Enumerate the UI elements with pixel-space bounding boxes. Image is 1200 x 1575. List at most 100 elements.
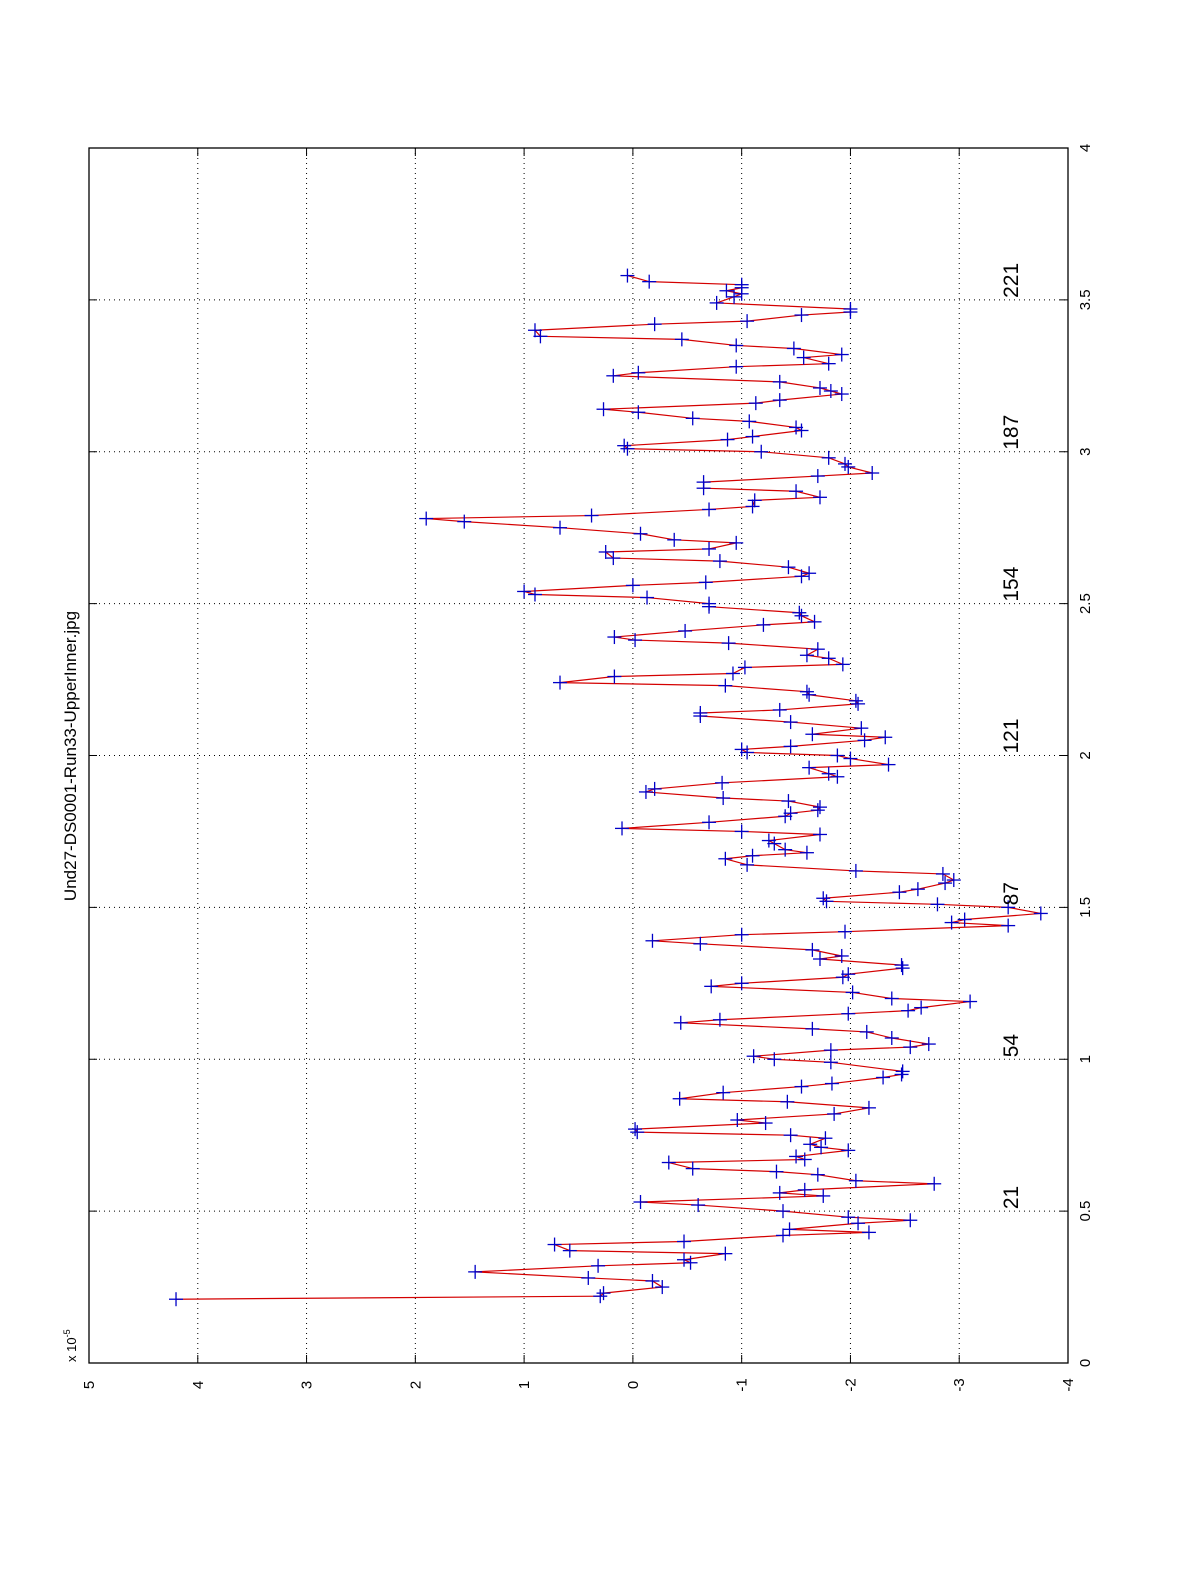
series-segment — [652, 934, 742, 942]
data-point — [642, 274, 657, 289]
series-segment — [917, 882, 946, 890]
data-point — [857, 733, 872, 748]
series-segment — [692, 417, 750, 422]
data-point — [712, 1012, 727, 1027]
data-point — [734, 824, 749, 839]
series-segment — [789, 1222, 859, 1230]
data-point — [892, 885, 907, 900]
tick-label-t: 4 — [1077, 144, 1094, 152]
tick-label-value: 0 — [625, 1381, 642, 1389]
series-segment — [534, 323, 655, 331]
data-point — [797, 1182, 812, 1197]
data-point — [716, 1085, 731, 1100]
series-segment — [705, 575, 802, 583]
data-point — [647, 317, 662, 332]
series-segment — [627, 448, 762, 453]
data-point — [823, 1043, 838, 1058]
data-point — [783, 806, 798, 821]
data-point — [816, 1188, 831, 1203]
data-point — [667, 532, 682, 547]
series-segment — [635, 639, 729, 644]
series-segment — [747, 864, 856, 872]
series-segment — [635, 1122, 766, 1130]
series-segment — [741, 976, 843, 984]
data-point — [756, 617, 771, 632]
series-segment — [614, 630, 686, 638]
data-point — [593, 1289, 608, 1304]
data-point — [821, 766, 836, 781]
data-point — [747, 493, 762, 508]
series-segment — [426, 514, 592, 520]
ticks: 5 4 3 2 1 0 -1 -2 -3 -400.511.522.533.54 — [81, 144, 1094, 1392]
data-point — [895, 1064, 910, 1079]
data-point — [517, 584, 532, 599]
data-point — [606, 551, 621, 566]
data-point — [802, 687, 817, 702]
data-point — [647, 781, 662, 796]
series-segment — [700, 943, 813, 951]
data-point — [672, 1091, 687, 1106]
series-segment — [768, 833, 821, 842]
data-point — [772, 393, 787, 408]
data-point — [778, 842, 793, 857]
data-point — [783, 1128, 798, 1143]
series-segment — [621, 827, 742, 833]
data-point — [843, 751, 858, 766]
data-point — [823, 384, 838, 398]
series-segment — [640, 1195, 824, 1203]
data-point — [596, 1286, 611, 1301]
series-segment — [652, 1280, 663, 1288]
series-segment — [761, 451, 829, 459]
data-point — [814, 1140, 829, 1155]
data-point — [786, 341, 801, 356]
series-segment — [747, 314, 802, 322]
data-point — [859, 1024, 874, 1039]
data-point — [730, 1113, 745, 1127]
data-point — [821, 651, 836, 666]
data-point — [1001, 900, 1016, 915]
data-point — [719, 283, 734, 298]
series-segment — [819, 958, 902, 966]
data-point — [745, 499, 760, 514]
series-segment — [559, 527, 641, 535]
data-point — [533, 329, 548, 344]
data-point — [807, 614, 822, 629]
data-point — [851, 696, 866, 711]
tick-label-value: 2 — [407, 1381, 424, 1389]
series-segment — [637, 1131, 791, 1136]
chart-title: Und27-DS0001-Run33-UpperInner.jpg — [61, 611, 80, 901]
data-point — [778, 809, 793, 824]
tick-label-value: 4 — [190, 1381, 207, 1389]
series-segment — [723, 1085, 802, 1094]
data-point — [794, 608, 809, 623]
data-point — [769, 1164, 784, 1179]
series-segment — [554, 1240, 685, 1246]
data-point — [772, 702, 787, 717]
series-segment — [804, 1183, 935, 1191]
data-point — [834, 948, 849, 963]
data-point — [693, 936, 708, 951]
data-point — [620, 268, 635, 283]
data-point — [691, 1198, 706, 1213]
annotation-label: 21 — [1000, 1186, 1023, 1209]
data-point — [796, 350, 811, 365]
tick-label-t: 1.5 — [1077, 897, 1094, 918]
annotation-label: 121 — [1000, 718, 1023, 753]
tick-label-t: 2 — [1077, 751, 1094, 759]
series-segment — [806, 648, 819, 656]
series-segment — [632, 581, 706, 586]
data-point — [527, 323, 542, 338]
series-segment — [534, 593, 648, 599]
series-segment — [605, 551, 614, 559]
data-point — [596, 402, 611, 417]
data-point — [776, 1228, 791, 1243]
series-segment — [809, 1137, 826, 1145]
data-point — [802, 566, 817, 581]
data-point — [821, 450, 836, 465]
data-point — [830, 748, 845, 763]
annotation-label: 221 — [1000, 263, 1023, 298]
data-point — [712, 554, 727, 569]
data-point — [810, 1167, 825, 1182]
series-segment — [812, 949, 842, 957]
series-segment — [681, 338, 737, 347]
